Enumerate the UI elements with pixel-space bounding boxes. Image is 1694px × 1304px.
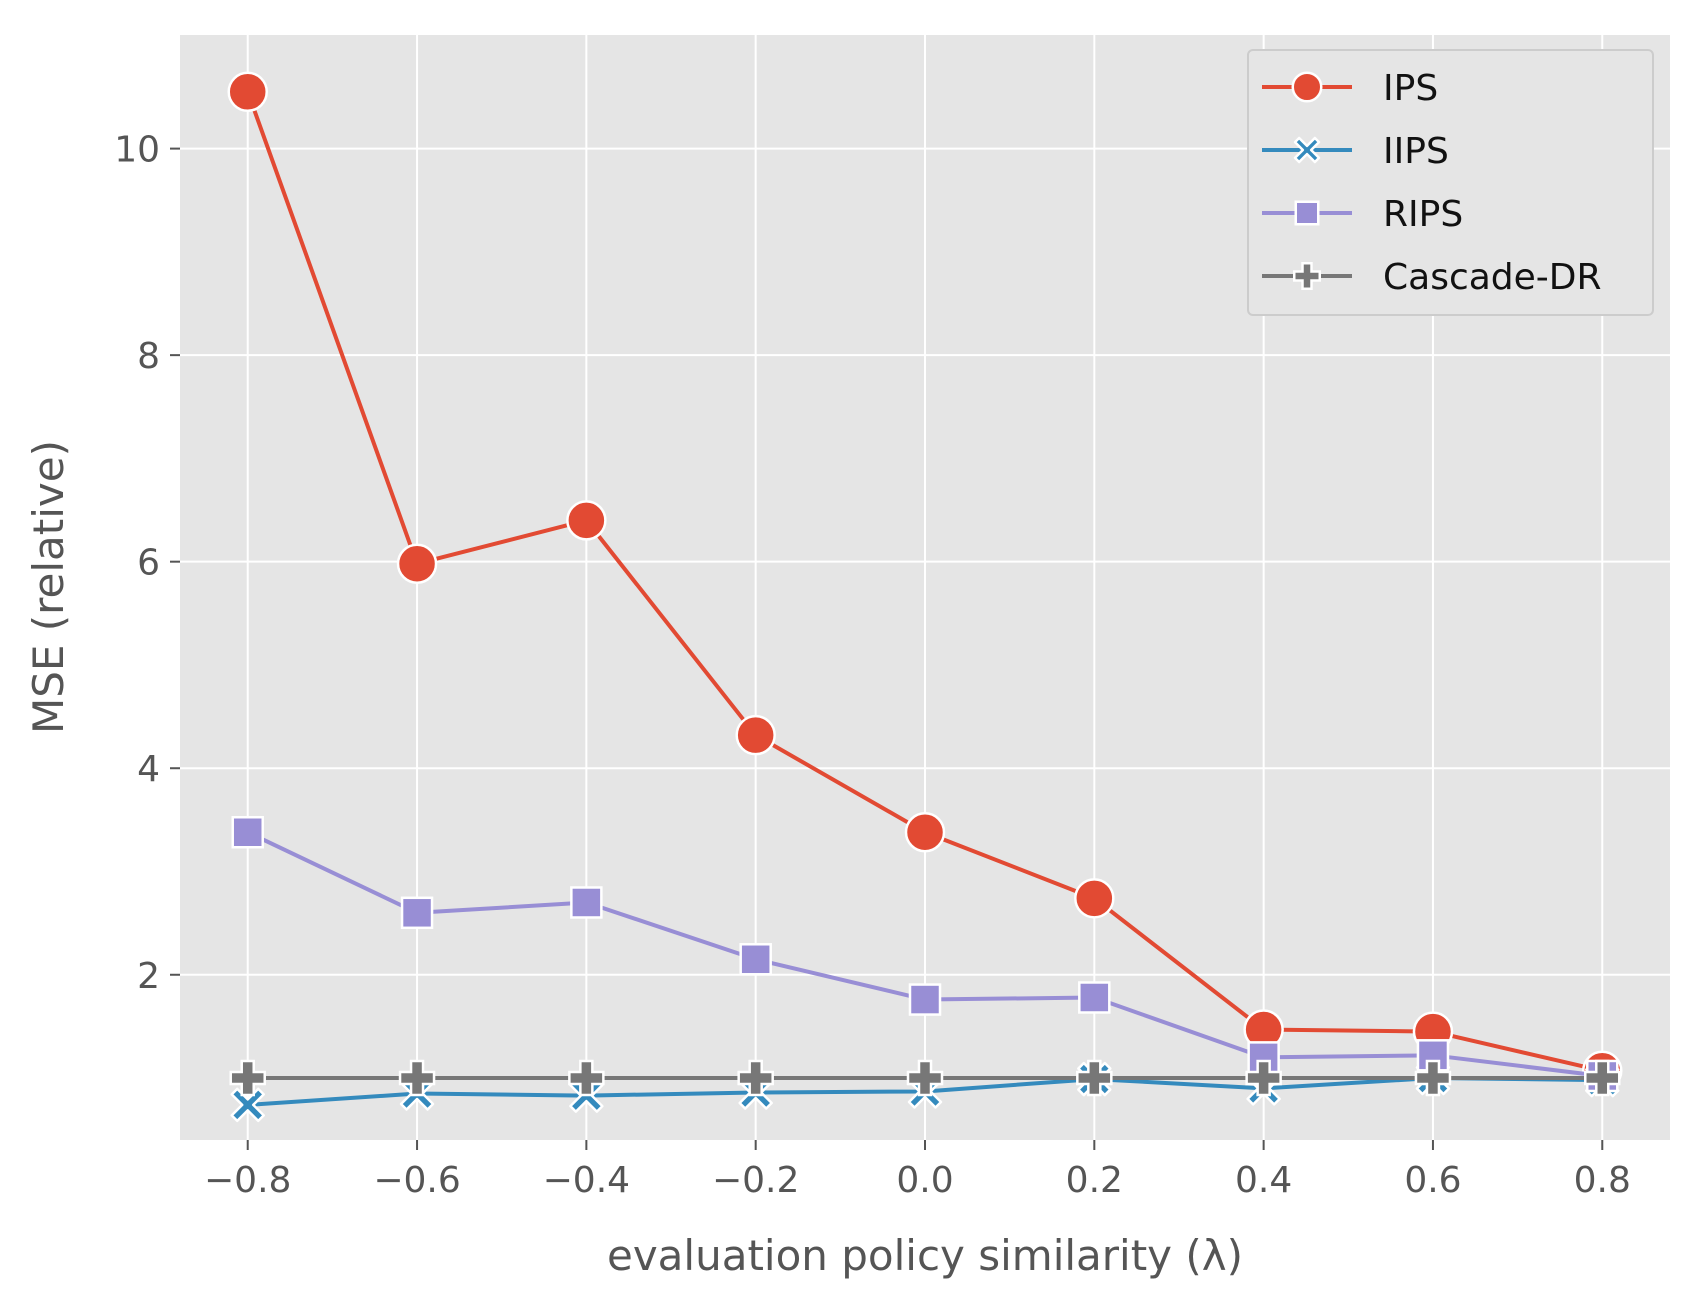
legend-marker-rips (1294, 200, 1320, 226)
data-point-rips (231, 816, 264, 849)
x-tick-label: 0.6 (1404, 1160, 1461, 1201)
legend-item-rips: RIPS (1262, 194, 1463, 235)
x-tick-label: −0.4 (543, 1160, 630, 1201)
x-tick-label: 0.4 (1235, 1160, 1292, 1201)
data-point-cascade-dr (1414, 1059, 1452, 1097)
data-point-rips (570, 886, 603, 919)
y-tick-label: 6 (137, 543, 160, 584)
y-axis: 2 4 6 8 10 (114, 130, 180, 997)
x-tick-label: 0.8 (1574, 1160, 1631, 1201)
x-tick-label: −0.6 (373, 1160, 460, 1201)
legend-item-ips: IPS (1262, 68, 1438, 109)
legend-item-cascade-dr: Cascade-DR (1262, 257, 1602, 298)
x-axis-label: evaluation policy similarity (λ) (607, 1231, 1243, 1280)
data-point-cascade-dr (906, 1059, 944, 1097)
data-point-ips (735, 714, 776, 756)
legend-label-iips: IIPS (1383, 131, 1449, 172)
data-point-cascade-dr (1245, 1059, 1282, 1097)
data-point-ips (1074, 878, 1115, 919)
y-tick-label: 4 (137, 749, 160, 790)
y-tick-label: 2 (137, 956, 160, 997)
y-tick-label: 8 (137, 336, 160, 377)
x-tick-label: 0.0 (896, 1160, 953, 1201)
legend-item-iips: IIPS (1262, 131, 1449, 172)
legend-marker-iips (1293, 136, 1321, 164)
data-point-iips (230, 1087, 265, 1123)
legend-box (1247, 49, 1654, 316)
x-tick-label: −0.2 (712, 1160, 799, 1201)
legend-label-ips: IPS (1383, 68, 1438, 109)
legend-marker-cascade-dr (1293, 262, 1321, 290)
x-axis: −0.8 −0.6 −0.4 −0.2 0.0 0.2 0.4 0.6 0.8 (204, 1140, 1631, 1201)
data-point-cascade-dr (398, 1059, 436, 1097)
legend-marker-ips (1291, 71, 1323, 103)
data-point-rips (400, 896, 434, 930)
y-tick-label: 10 (114, 130, 160, 171)
x-tick-label: −0.8 (204, 1160, 291, 1201)
data-point-cascade-dr (1584, 1059, 1621, 1097)
legend-label-rips: RIPS (1383, 194, 1463, 235)
data-point-ips (396, 543, 438, 584)
data-point-cascade-dr (737, 1059, 774, 1097)
data-point-ips (904, 812, 946, 853)
series-cascade-dr (229, 1059, 1621, 1097)
data-point-cascade-dr (568, 1059, 605, 1097)
data-point-ips (566, 500, 607, 541)
data-point-cascade-dr (1076, 1059, 1113, 1097)
data-point-cascade-dr (229, 1059, 266, 1097)
data-point-rips (739, 943, 772, 976)
legend: IPS IIPS RIPS Cascade-DR (1247, 49, 1654, 316)
x-tick-label: 0.2 (1066, 1160, 1123, 1201)
series-layer (227, 71, 1623, 1123)
data-point-ips (227, 71, 268, 113)
y-axis-label: MSE (relative) (24, 440, 73, 734)
data-point-rips (1078, 981, 1111, 1014)
data-point-rips (908, 983, 942, 1016)
legend-label-cascade-dr: Cascade-DR (1383, 257, 1602, 298)
